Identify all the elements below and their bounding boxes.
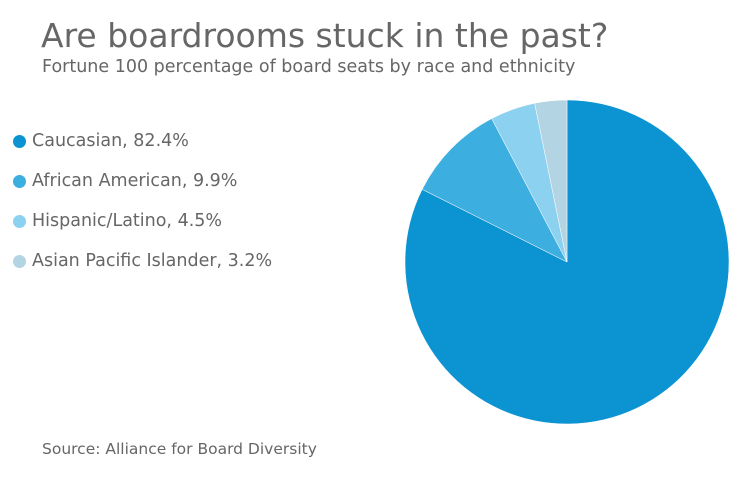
chart-legend: Caucasian, 82.4% African American, 9.9% … [13,121,272,281]
legend-swatch-asian-pacific-islander [13,254,26,268]
legend-item-asian-pacific-islander: Asian Pacific Islander, 3.2% [13,241,272,281]
legend-swatch-african-american [13,174,26,188]
legend-item-african-american: African American, 9.9% [13,161,272,201]
source-note: Source: Alliance for Board Diversity [42,440,317,458]
pie-slice-african-american [421,118,568,263]
legend-label-hispanic-latino: Hispanic/Latino, 4.5% [32,211,223,231]
legend-swatch-caucasian [13,134,26,148]
legend-item-hispanic-latino: Hispanic/Latino, 4.5% [13,201,272,241]
legend-item-caucasian: Caucasian, 82.4% [13,121,272,161]
chart-title: Are boardrooms stuck in the past? [41,16,609,55]
legend-label-asian-pacific-islander: Asian Pacific Islander, 3.2% [32,251,273,271]
pie-slice-asian-pacific-islander [534,99,568,263]
pie-slice-caucasian [404,99,730,425]
legend-label-caucasian: Caucasian, 82.4% [32,131,189,151]
legend-label-african-american: African American, 9.9% [32,171,238,191]
legend-swatch-hispanic-latino [13,214,26,228]
chart-subtitle: Fortune 100 percentage of board seats by… [42,57,576,77]
